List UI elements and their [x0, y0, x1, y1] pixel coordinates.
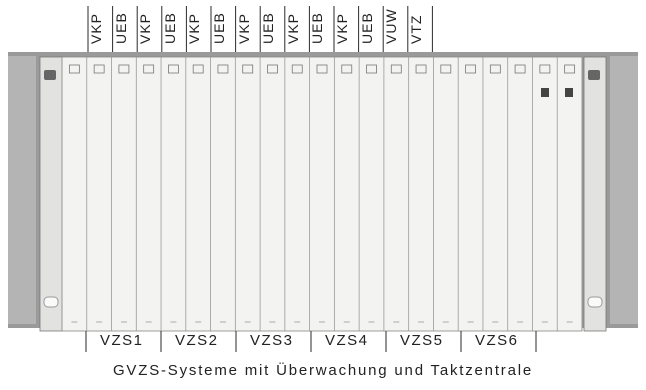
module-label: VKP: [284, 12, 301, 44]
module-label: UEB: [260, 12, 277, 44]
connector-icon: [68, 64, 80, 74]
latch-icon: [588, 70, 600, 80]
connector-icon: [192, 64, 204, 74]
module-label: UEB: [161, 12, 178, 44]
connector-icon: [267, 64, 278, 74]
module-label: VTZ: [407, 14, 424, 44]
connector-icon: [143, 64, 155, 74]
module-label: VKP: [334, 12, 350, 44]
connector-icon: [489, 64, 501, 74]
chassis: [61, 56, 583, 332]
left-side-panel: [39, 56, 63, 332]
connector-icon: [93, 64, 105, 74]
module-label: VKP: [186, 12, 203, 44]
group-label: VZS6: [475, 332, 519, 349]
figure-caption: GVZS-Systeme mit Überwachung und Taktzen…: [112, 362, 534, 379]
connector-icon: [564, 64, 576, 74]
group-label: VZS2: [175, 332, 219, 349]
left-ear: [8, 56, 36, 324]
connector-icon: [341, 64, 353, 74]
group-label: VZS5: [400, 332, 444, 349]
right-side-panel: [583, 56, 607, 332]
group-label: VZS1: [100, 332, 144, 349]
connector-icon: [316, 64, 328, 74]
connector-icon: [440, 64, 452, 74]
status-module-icon: [541, 88, 549, 97]
module-label: UEB: [211, 12, 227, 44]
connector-icon: [118, 64, 130, 74]
connector-icon: [539, 64, 551, 74]
module-label: UEB: [309, 12, 326, 44]
module-label: VKP: [137, 12, 154, 44]
connector-icon: [366, 64, 377, 74]
connector-icon: [390, 64, 402, 74]
connector-icon: [415, 64, 427, 74]
module-label: VUW: [383, 8, 400, 44]
module-label: UEB: [112, 12, 129, 44]
right-ear: [610, 56, 638, 324]
group-label: VZS4: [325, 332, 369, 349]
connector-icon: [465, 64, 476, 74]
connector-icon: [217, 64, 229, 74]
handle-icon: [43, 296, 59, 308]
module-label: VKP: [235, 12, 252, 44]
handle-icon: [587, 296, 603, 308]
module-label: UEB: [358, 12, 375, 44]
connector-icon: [242, 64, 254, 74]
latch-icon: [44, 70, 56, 80]
connector-icon: [514, 64, 526, 74]
module-label: VKP: [88, 12, 104, 44]
connector-icon: [291, 64, 303, 74]
group-label: VZS3: [250, 332, 294, 349]
status-module-icon: [565, 88, 573, 97]
connector-icon: [168, 64, 179, 74]
